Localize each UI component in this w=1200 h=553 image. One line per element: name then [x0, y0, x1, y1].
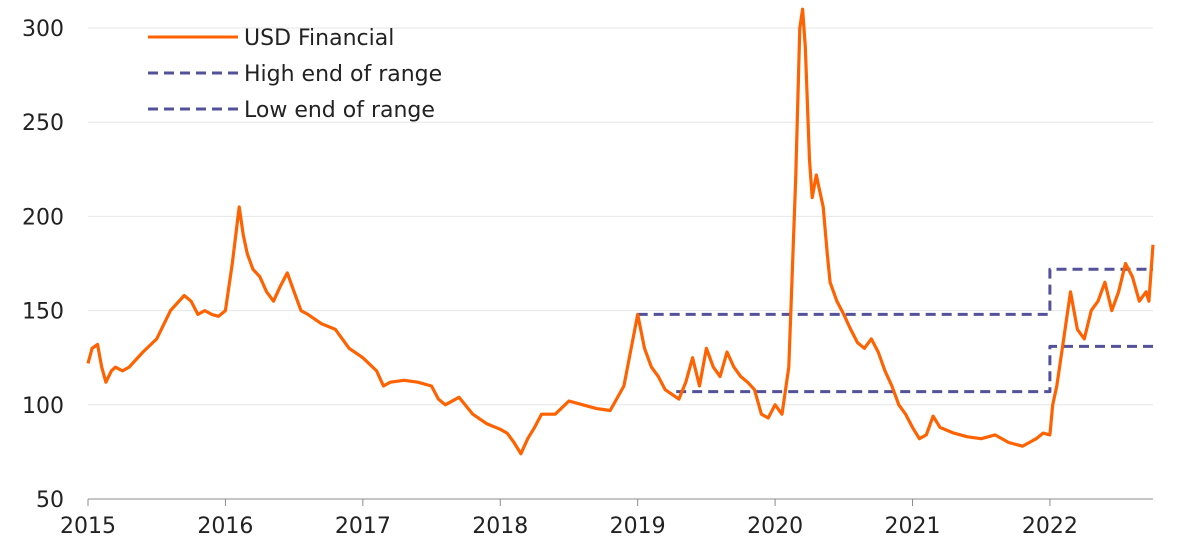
series-line-low-end-of-range — [676, 344, 1153, 394]
y-tick-label-300: 300 — [22, 17, 64, 42]
legend-label-low-end-of-range: Low end of range — [244, 98, 435, 123]
legend-label-usd-financial: USD Financial — [244, 26, 394, 51]
series-line-usd-financial — [86, 7, 1155, 456]
x-tick-label-2020: 2020 — [747, 514, 803, 539]
x-tick-label-2022: 2022 — [1022, 514, 1078, 539]
series-lines — [86, 7, 1155, 456]
y-tick-label-200: 200 — [22, 205, 64, 230]
x-axis — [87, 498, 1153, 506]
x-tick-label-2017: 2017 — [335, 514, 391, 539]
legend: USD Financial High end of range Low end of… — [148, 26, 442, 123]
y-tick-label-100: 100 — [22, 394, 64, 419]
series-line-high-end-of-range — [637, 267, 1153, 316]
x-axis-tick-labels: 2015 2016 2017 2018 2019 2020 2021 2022 — [60, 514, 1078, 539]
y-tick-label-150: 150 — [22, 300, 64, 325]
y-axis-tick-labels: 50 100 150 200 250 300 — [22, 17, 64, 513]
x-tick-label-2019: 2019 — [610, 514, 666, 539]
y-tick-label-250: 250 — [22, 111, 64, 136]
legend-label-high-end-of-range: High end of range — [244, 62, 442, 87]
y-tick-label-50: 50 — [36, 488, 64, 513]
x-tick-label-2018: 2018 — [472, 514, 528, 539]
x-tick-label-2016: 2016 — [197, 514, 253, 539]
x-tick-label-2021: 2021 — [885, 514, 941, 539]
x-tick-label-2015: 2015 — [60, 514, 116, 539]
grid-lines — [88, 27, 1153, 406]
